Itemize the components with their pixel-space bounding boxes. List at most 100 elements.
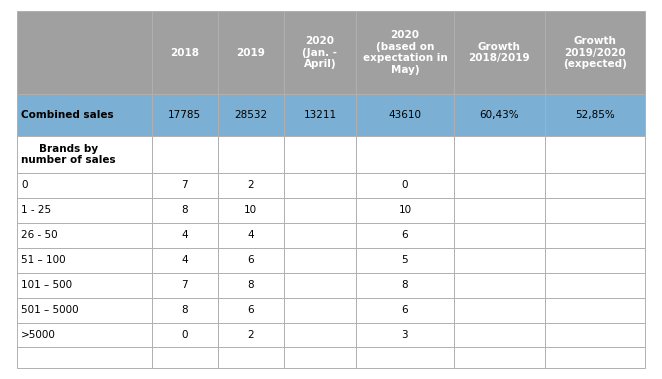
Bar [152,348,218,368]
Bar [218,273,284,298]
Bar [284,94,356,136]
Bar [218,136,284,173]
Text: 13211: 13211 [303,110,336,120]
Bar [152,173,218,198]
Bar [545,348,645,368]
Bar [284,348,356,368]
Text: 0: 0 [181,330,188,340]
Bar [453,273,545,298]
Text: 8: 8 [181,205,188,215]
Text: 2: 2 [248,330,254,340]
Bar [17,247,152,273]
Bar [284,11,356,94]
Text: 1 - 25: 1 - 25 [21,205,52,215]
Bar [545,173,645,198]
Text: 7: 7 [181,180,188,190]
Bar [218,198,284,223]
Bar [284,198,356,223]
Bar [545,298,645,323]
Bar [453,323,545,348]
Bar [218,173,284,198]
Text: 0: 0 [402,180,408,190]
Text: Growth
2019/2020
(expected): Growth 2019/2020 (expected) [563,36,627,69]
Bar [218,323,284,348]
Text: >5000: >5000 [21,330,56,340]
Text: 2019: 2019 [236,48,265,58]
Bar [218,298,284,323]
Text: 4: 4 [248,230,254,240]
Bar [453,136,545,173]
Bar [356,11,453,94]
Bar [152,223,218,247]
Text: 5: 5 [402,255,408,265]
Text: Growth
2018/2019: Growth 2018/2019 [469,42,530,63]
Bar [152,136,218,173]
Bar [545,323,645,348]
Bar [152,323,218,348]
Text: 6: 6 [402,305,408,315]
Bar [453,348,545,368]
Text: 28532: 28532 [234,110,267,120]
Bar [17,11,152,94]
Bar [453,94,545,136]
Bar [218,223,284,247]
Bar [218,94,284,136]
Bar [545,198,645,223]
Text: 8: 8 [181,305,188,315]
Bar [356,298,453,323]
Text: 4: 4 [181,255,188,265]
Bar [284,323,356,348]
Text: 4: 4 [181,230,188,240]
Text: 17785: 17785 [168,110,201,120]
Bar [284,173,356,198]
Text: 3: 3 [402,330,408,340]
Text: Brands by
number of sales: Brands by number of sales [21,144,116,165]
Bar [284,247,356,273]
Text: 60,43%: 60,43% [479,110,519,120]
Text: 6: 6 [248,305,254,315]
Text: 501 – 5000: 501 – 5000 [21,305,79,315]
Text: 2020
(based on
expectation in
May): 2020 (based on expectation in May) [363,30,448,75]
Bar [152,94,218,136]
Bar [152,11,218,94]
Text: 52,85%: 52,85% [575,110,615,120]
Text: 6: 6 [402,230,408,240]
Bar [152,247,218,273]
Bar [356,94,453,136]
Bar [218,247,284,273]
Text: 8: 8 [248,280,254,290]
Text: 10: 10 [244,205,258,215]
Bar [356,348,453,368]
Text: 51 – 100: 51 – 100 [21,255,66,265]
Bar [453,198,545,223]
Text: 101 – 500: 101 – 500 [21,280,72,290]
Bar [218,11,284,94]
Text: 2: 2 [248,180,254,190]
Bar [17,273,152,298]
Bar [284,136,356,173]
Text: 0: 0 [21,180,28,190]
Bar [17,298,152,323]
Bar [17,173,152,198]
Bar [356,223,453,247]
Bar [284,273,356,298]
Text: 26 - 50: 26 - 50 [21,230,58,240]
Bar [545,136,645,173]
Bar [545,273,645,298]
Bar [453,223,545,247]
Bar [17,323,152,348]
Bar [453,173,545,198]
Bar [152,198,218,223]
Bar [356,273,453,298]
Bar [17,348,152,368]
Bar [152,273,218,298]
Text: 7: 7 [181,280,188,290]
Bar [356,323,453,348]
Text: 6: 6 [248,255,254,265]
Bar [152,298,218,323]
Bar [356,136,453,173]
Text: 8: 8 [402,280,408,290]
Bar [17,223,152,247]
Text: 10: 10 [399,205,412,215]
Bar [356,173,453,198]
